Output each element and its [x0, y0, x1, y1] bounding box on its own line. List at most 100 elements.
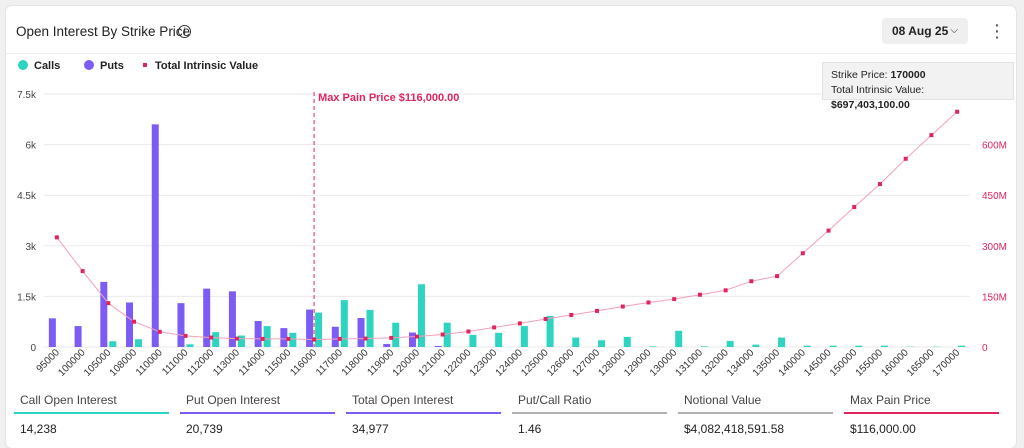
y-left-tick-label: 3k	[25, 242, 37, 253]
intrinsic-value-point	[697, 292, 702, 297]
stats-row: Call Open Interest 14,238 Put Open Inter…	[14, 392, 1004, 442]
intrinsic-value-point	[337, 336, 342, 341]
call-bar	[880, 345, 888, 347]
call-bar	[855, 345, 863, 347]
intrinsic-value-point	[132, 319, 137, 324]
put-bar	[383, 343, 391, 347]
x-tick-label: 114000	[237, 347, 268, 378]
stat-total-open-interest: Total Open Interest 34,977	[346, 392, 501, 436]
x-tick-label: 155000	[854, 347, 886, 379]
calls-legend-marker	[18, 60, 28, 70]
put-bar	[74, 326, 82, 347]
intrinsic-value-point	[543, 317, 548, 322]
header-divider	[6, 53, 1016, 54]
x-tick-label: 105000	[82, 347, 114, 379]
put-bar	[151, 124, 159, 347]
stat-value: 34,977	[352, 422, 389, 436]
y-right-tick-label: 300M	[982, 242, 1007, 253]
intrinsic-legend-marker	[143, 63, 147, 67]
x-tick-label: 128000	[596, 347, 628, 379]
stat-call-open-interest: Call Open Interest 14,238	[14, 392, 169, 436]
call-bar	[315, 312, 323, 347]
x-tick-label: 150000	[828, 347, 860, 379]
put-bar	[100, 281, 108, 347]
kebab-icon[interactable]: ⋮	[988, 21, 1006, 41]
stat-value: 20,739	[186, 422, 223, 436]
stat-max-pain-price: Max Pain Price $116,000.00	[844, 392, 999, 436]
stat-label: Total Open Interest	[352, 393, 454, 407]
stat-value: 14,238	[20, 422, 57, 436]
call-bar	[598, 340, 606, 347]
y-right-tick-label: 600M	[982, 141, 1007, 152]
intrinsic-value-point	[54, 235, 59, 240]
x-tick-label: 108000	[108, 347, 140, 379]
call-bar	[366, 309, 374, 347]
legend-item-puts[interactable]: Puts	[84, 60, 124, 72]
stat-label: Call Open Interest	[20, 393, 117, 407]
call-bar	[546, 315, 554, 347]
intrinsic-value-point	[929, 133, 934, 138]
intrinsic-value-line	[56, 111, 958, 341]
x-tick-label: 131000	[674, 347, 706, 379]
intrinsic-value-point	[595, 308, 600, 313]
intrinsic-value-point	[826, 228, 831, 233]
x-tick-label: 129000	[622, 347, 654, 379]
legend-label-puts: Puts	[100, 60, 124, 72]
x-tick-label: 112000	[185, 347, 216, 378]
x-tick-label: 130000	[648, 347, 680, 379]
put-bar	[408, 332, 416, 347]
intrinsic-value-point	[775, 274, 780, 279]
legend-item-intrinsic[interactable]: Total Intrinsic Value	[140, 60, 258, 72]
legend-label-intrinsic: Total Intrinsic Value	[155, 60, 259, 72]
put-bar	[280, 328, 288, 347]
date-selector[interactable]: 08 Aug 25 ⌵	[882, 18, 968, 44]
info-icon[interactable]: i	[178, 25, 191, 38]
y-right-tick-label: 150M	[982, 292, 1007, 303]
y-right-tick-label: 0	[982, 343, 988, 354]
intrinsic-value-point	[955, 109, 960, 114]
call-bar	[212, 332, 220, 347]
intrinsic-value-point	[440, 332, 445, 337]
x-tick-label: 115000	[263, 347, 294, 378]
put-bar	[177, 303, 185, 347]
put-bar	[254, 321, 262, 347]
x-tick-label: 117000	[314, 347, 345, 378]
stat-put-open-interest: Put Open Interest 20,739	[180, 392, 335, 436]
puts-legend-marker	[84, 60, 94, 70]
stat-underline	[14, 412, 169, 414]
stat-underline	[346, 412, 501, 414]
y-left-tick-label: 6k	[25, 141, 37, 152]
x-tick-label: 135000	[751, 347, 783, 379]
stat-label: Put/Call Ratio	[518, 393, 592, 407]
put-bar	[434, 345, 442, 347]
intrinsic-value-point	[723, 288, 728, 293]
call-bar	[803, 345, 811, 347]
intrinsic-value-point	[466, 329, 471, 334]
x-tick-label: 111000	[160, 347, 191, 378]
y-left-tick-label: 4.5k	[17, 191, 37, 202]
x-tick-label: 132000	[699, 347, 731, 379]
tooltip-strike-label: Strike Price:	[831, 69, 888, 81]
x-tick-label: 122000	[442, 347, 474, 379]
intrinsic-value-point	[363, 336, 368, 341]
call-bar	[237, 335, 245, 347]
intrinsic-value-point	[414, 334, 419, 339]
intrinsic-value-point	[183, 333, 188, 338]
x-tick-label: 160000	[879, 347, 911, 379]
call-bar	[263, 326, 271, 347]
intrinsic-value-point	[389, 335, 394, 340]
call-bar	[778, 337, 786, 347]
call-bar	[572, 337, 580, 347]
intrinsic-value-point	[286, 336, 291, 341]
x-tick-label: 123000	[468, 347, 500, 379]
stat-underline	[180, 412, 335, 414]
intrinsic-value-point	[620, 304, 625, 309]
intrinsic-value-point	[492, 325, 497, 330]
legend-item-calls[interactable]: Calls	[18, 60, 60, 72]
call-bar	[649, 346, 657, 347]
y-left-tick-label: 0	[30, 343, 36, 354]
intrinsic-value-point	[749, 279, 754, 284]
call-bar	[340, 300, 348, 347]
stat-label: Notional Value	[684, 393, 762, 407]
put-bar	[306, 309, 314, 347]
